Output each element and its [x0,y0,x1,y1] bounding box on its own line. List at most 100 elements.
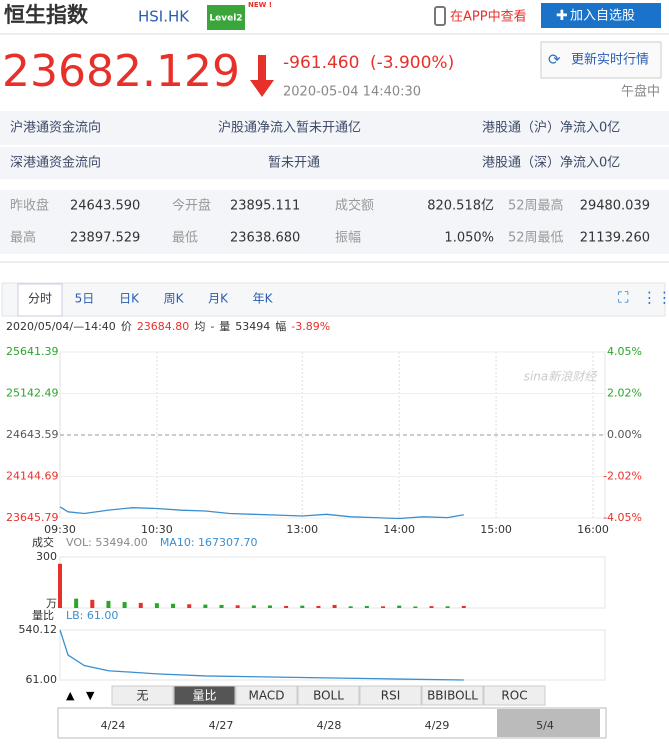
indicator-tab[interactable] [235,685,298,706]
y-tick-label: 540.12 [19,623,58,636]
tabs: 分时 5日 日K 周K 月K 年K [28,292,274,306]
add-button-label: 加入自选股 [570,9,635,24]
y2-tick-label: 4.05% [607,345,642,358]
y-tick-label: 24144.69 [6,470,59,483]
volume-bar [90,599,95,608]
y-tick-label: 23645.79 [6,511,59,524]
info-price: 23684.80 [137,320,190,333]
volume-bar [445,606,450,608]
price-line [59,506,464,520]
code: HSI.HK [138,8,190,26]
badge-bg [207,5,245,30]
x-tick-label: 15:00 [480,523,512,536]
app-link[interactable]: 在APP中查看 [450,9,527,25]
price-line [59,629,464,681]
flow-label[interactable]: 深港通资金流向 [10,155,101,171]
indicator-tab[interactable] [421,685,484,706]
indicator-tab-label: ROC [501,689,527,703]
info-avg_label: 均 [194,320,205,333]
tab[interactable]: 年K [253,292,274,306]
volume-bar [235,605,240,608]
tab[interactable]: 月K [208,292,229,306]
tab[interactable]: 周K [164,292,185,306]
title: 恒生指数 [4,3,89,27]
stat-value: 24643.590 [70,199,140,214]
tab[interactable]: 分时 [28,292,52,306]
settings-icon[interactable]: ⋮⋮ [642,289,669,307]
flow-row-bg [0,111,669,145]
add-button[interactable] [541,3,661,28]
change: -961.460 [283,53,359,73]
refresh-button[interactable] [540,41,662,79]
tab[interactable]: 日K [119,292,140,306]
stat-label: 振幅 [335,231,361,246]
volume-bar [154,603,159,608]
indicator-tab-label: 量比 [192,689,216,703]
y2-tick-label: 2.02% [607,387,642,400]
volume-bar [461,605,466,608]
stat-value: 820.518亿 [427,199,494,214]
volume-bar [413,606,418,608]
scroll-down[interactable]: ▼ [86,689,95,702]
volume-bar [122,602,127,608]
flow-value: 沪股通净流入暂未开通亿 [218,120,361,136]
legend-entry: VOL: 53494.00 [66,536,148,549]
volume-bar [300,605,305,608]
info-vol: 53494 [235,320,270,333]
indicator-tabs: 无 量比 MACD BOLL RSI BBIBOLL ROC [111,685,546,706]
stat-value: 29480.039 [580,199,650,214]
info-line: 2020/05/04/—14:40 价 23684.80 均 - 量 53494 幅 -3.89… [6,320,330,333]
info-price_label: 价 [121,320,132,333]
fullscreen-icon[interactable]: ⛶ [618,289,629,307]
indicator-tab[interactable] [359,685,422,706]
volume-bar [397,605,402,608]
volume-bar [332,604,337,608]
stat-label: 昨收盘 [10,198,49,214]
volume-bar [348,606,353,608]
y-tick-label: 61.00 [26,673,58,686]
refresh-icon: ⟳ [548,51,561,69]
volume-bar [106,600,111,608]
x-tick-label: 10:30 [141,523,173,536]
down-arrow [250,55,274,97]
plus: ✚ [556,8,568,24]
volume-bar [429,606,434,608]
indicator-tab-label: MACD [249,689,285,703]
badge-new: NEW ! [248,1,272,9]
flow-label[interactable]: 沪港通资金流向 [10,120,101,136]
stat-label: 最高 [10,230,36,246]
stat-value: 23897.529 [70,231,140,246]
info-pct_label: 幅 [275,320,286,333]
indicator-tab[interactable] [297,685,360,706]
scroll-up[interactable]: ▲ [66,689,75,702]
refresh-label: 更新实时行情 [571,52,649,68]
quote-time: 2020-05-04 14:40:30 [283,85,421,100]
volume-bar [381,606,386,608]
y-tick-label: 24643.59 [6,428,59,441]
stat-value: 1.050% [444,231,494,246]
watermark: sina新浪财经 [524,370,599,384]
price: 23682.129 [2,46,240,97]
date-nav-labels: 4/24 4/27 4/28 4/29 5/4 [101,719,554,732]
volume-bar [364,605,369,608]
flow-row-bg [0,147,669,179]
indicator-tab[interactable] [111,685,174,706]
y2-tick-label: -2.02% [603,469,642,482]
charts: 09:30 10:30 13:00 14:00 15:00 16:00 23645.79 24… [6,345,642,686]
y2-tick-label: -4.05% [603,511,642,524]
indicator-tab[interactable] [173,685,236,706]
volume-bar [267,605,272,608]
flow-value: 港股通（沪）净流入0亿 [482,120,620,136]
stat-value: 23895.111 [230,199,300,214]
date-label: 4/29 [425,719,450,732]
volume-bar [138,602,143,608]
date-label: 5/4 [536,719,554,732]
plot-frame [59,556,606,609]
indicator-tab[interactable] [483,685,546,706]
tab[interactable]: 5日 [75,292,95,306]
date-nav-selection[interactable] [497,709,600,737]
y-tick-label: 25641.39 [6,345,59,358]
info-pct: -3.89% [291,320,330,333]
indicator-tab-label: RSI [381,689,401,703]
